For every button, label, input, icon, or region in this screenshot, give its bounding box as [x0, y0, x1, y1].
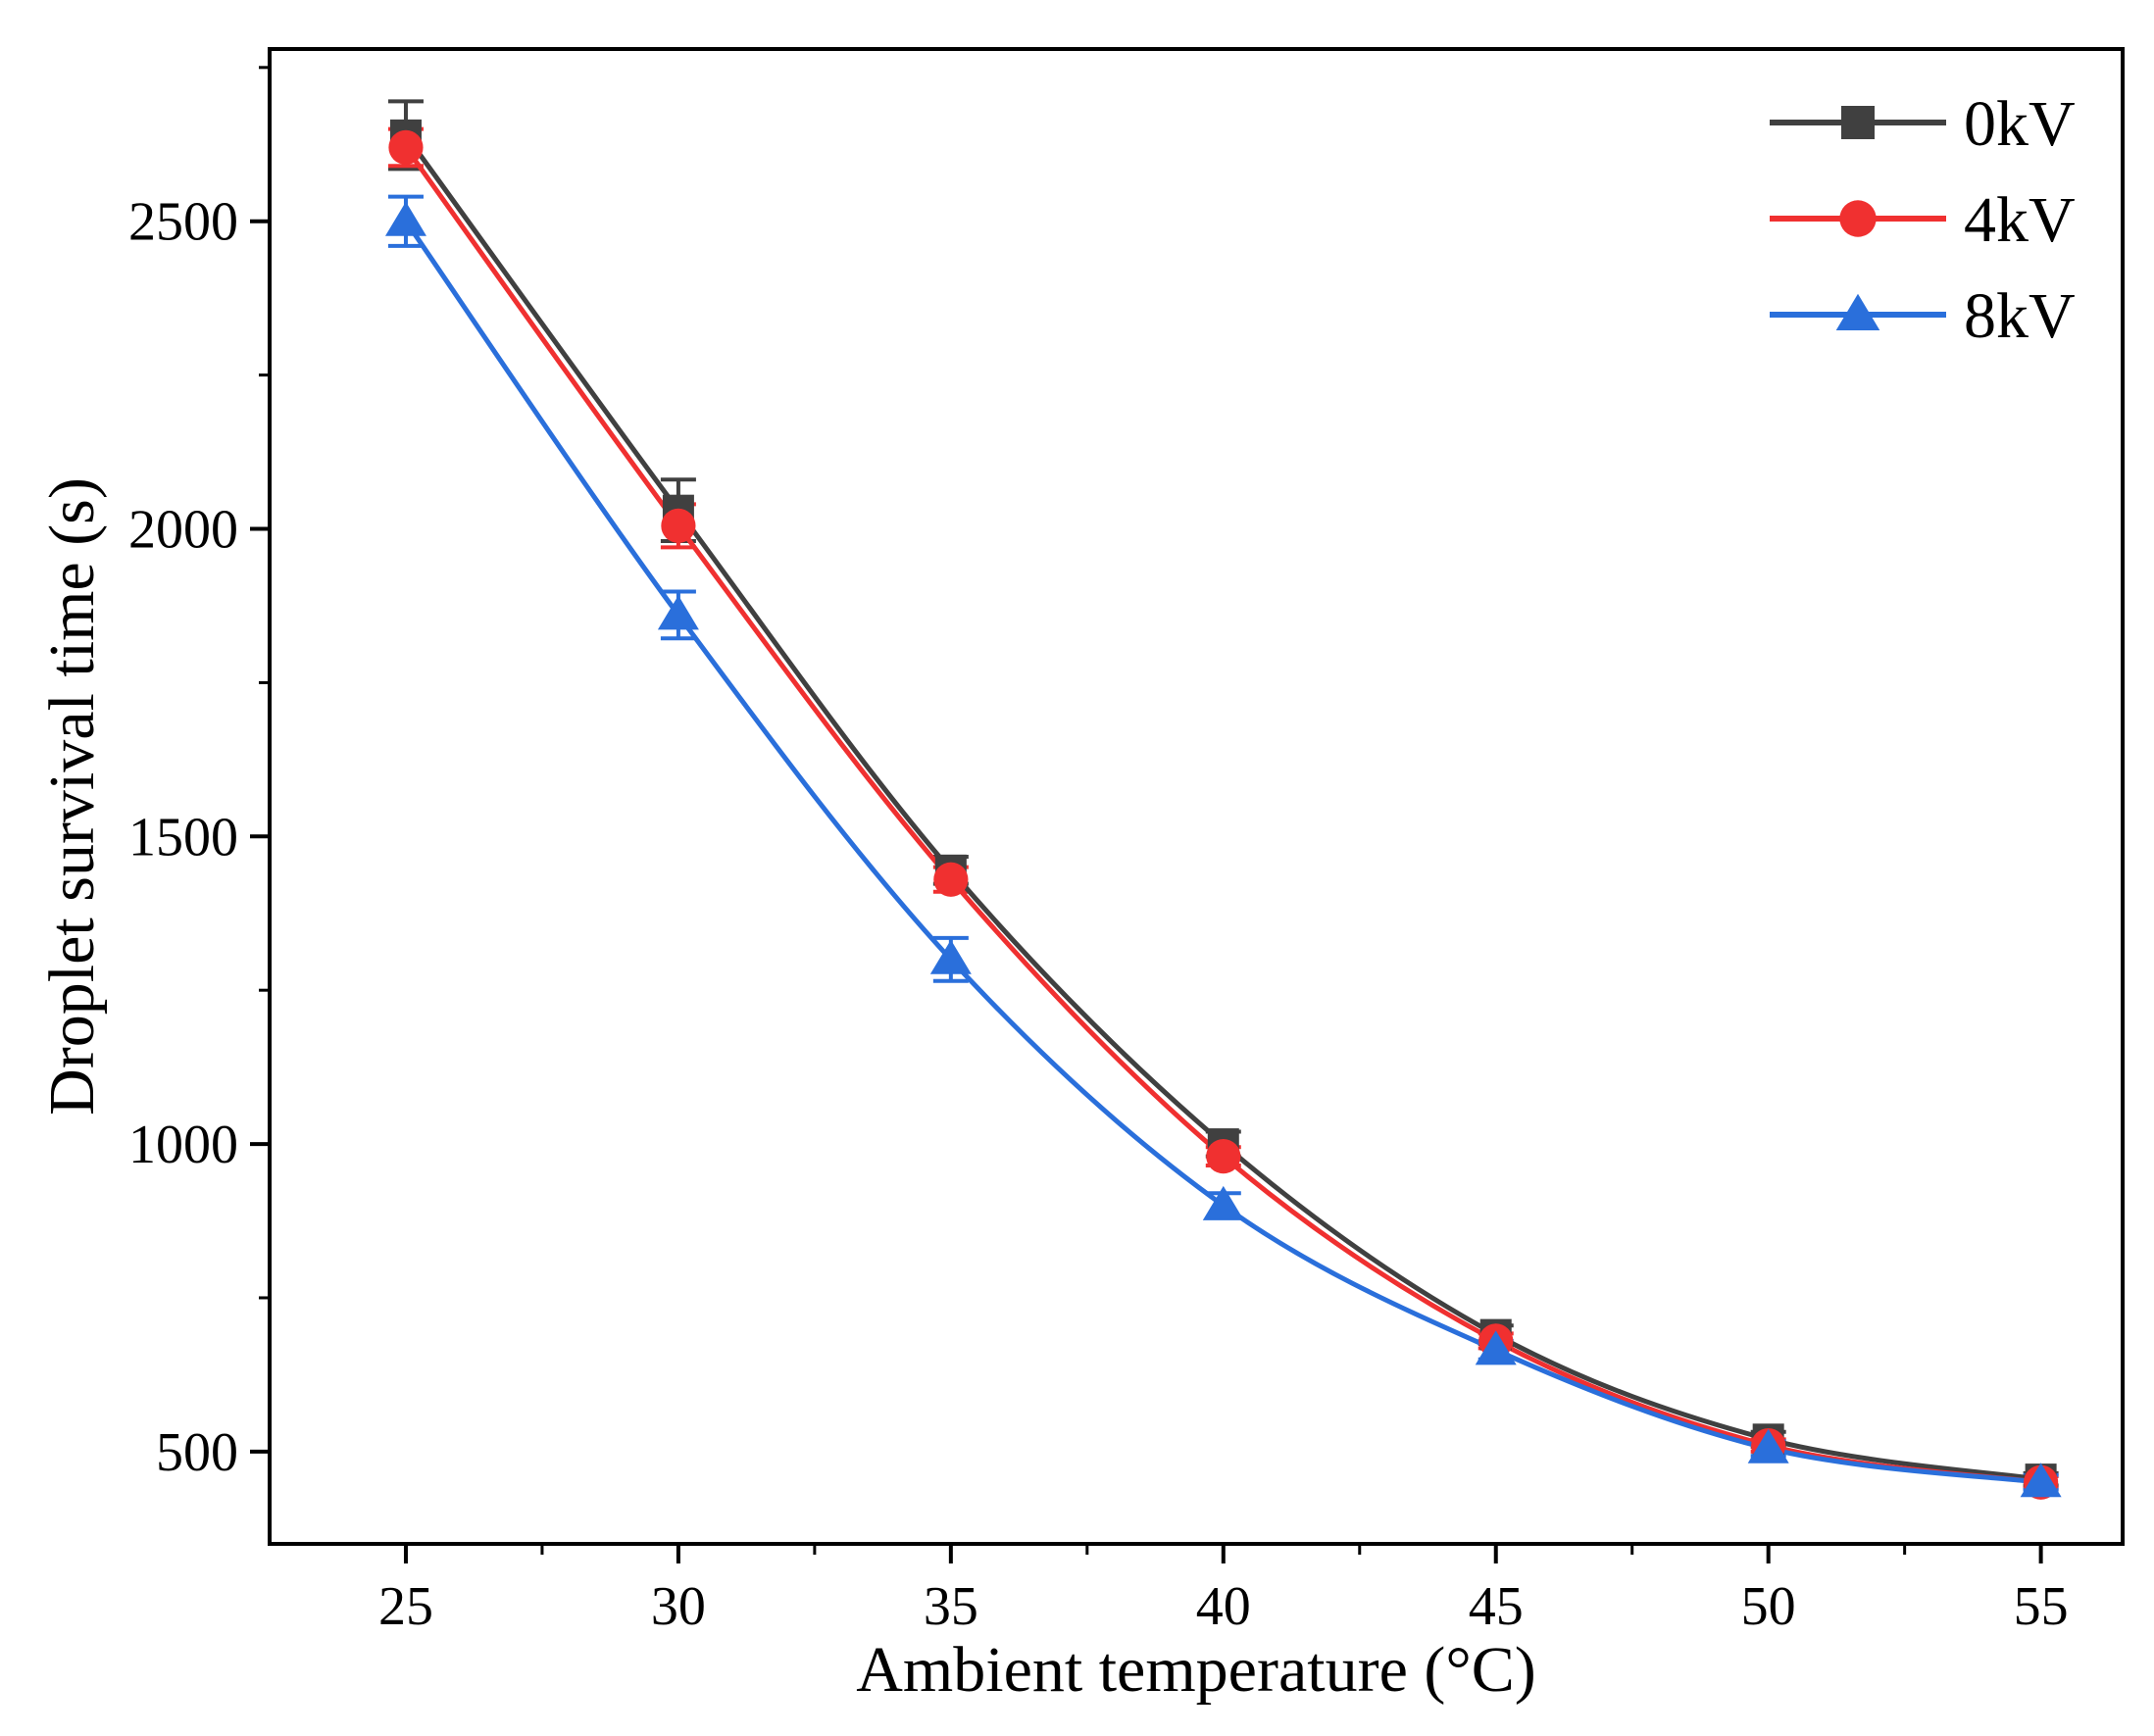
series-lines-layer — [403, 133, 2041, 1485]
series-line-0kv — [403, 133, 2041, 1482]
y-tick-label: 1500 — [128, 807, 238, 868]
legend-label-8kv: 8kV — [1964, 280, 2076, 352]
data-point-4kv — [933, 862, 969, 897]
x-tick-label: 55 — [2014, 1576, 2069, 1637]
data-point-8kv — [384, 201, 426, 236]
x-tick-label: 25 — [378, 1576, 433, 1637]
data-point-4kv — [1206, 1139, 1241, 1174]
y-axis-title: Droplet survival time (s) — [36, 477, 108, 1116]
legend-marker-0kv — [1841, 106, 1875, 139]
data-point-8kv — [1475, 1330, 1517, 1365]
x-tick-label: 35 — [924, 1576, 978, 1637]
data-point-8kv — [2020, 1463, 2062, 1498]
x-tick-label: 45 — [1469, 1576, 1524, 1637]
legend-marker-4kv — [1839, 200, 1877, 237]
data-point-4kv — [388, 129, 424, 166]
data-point-8kv — [1747, 1428, 1789, 1463]
x-axis-title: Ambient temperature (°C) — [856, 1634, 1535, 1706]
y-tick-label: 2500 — [128, 192, 238, 253]
series-line-4kv — [403, 145, 2041, 1485]
legend-label-0kv: 0kV — [1964, 88, 2076, 160]
data-point-8kv — [929, 939, 972, 974]
legend: 0kV 4kV 8kV — [1770, 88, 2076, 352]
y-tick-label: 500 — [156, 1422, 238, 1483]
markers-layer — [384, 119, 2062, 1500]
y-tick-label: 2000 — [128, 500, 238, 561]
x-tick-label: 50 — [1741, 1576, 1796, 1637]
y-tick-label: 1000 — [128, 1115, 238, 1175]
x-tick-label: 40 — [1196, 1576, 1251, 1637]
plot-frame — [268, 47, 2125, 1546]
data-point-8kv — [657, 595, 699, 630]
error-bars-layer — [387, 99, 2059, 1492]
series-line-8kv — [403, 220, 2041, 1485]
legend-marker-8kv — [1835, 293, 1880, 330]
legend-label-4kv: 4kV — [1964, 184, 2076, 256]
data-point-4kv — [661, 508, 696, 543]
axes-layer: 25 30 35 40 45 50 55 500 1000 1500 2000 2500 — [128, 47, 2125, 1637]
data-point-8kv — [1202, 1185, 1244, 1220]
x-tick-label: 30 — [651, 1576, 706, 1637]
